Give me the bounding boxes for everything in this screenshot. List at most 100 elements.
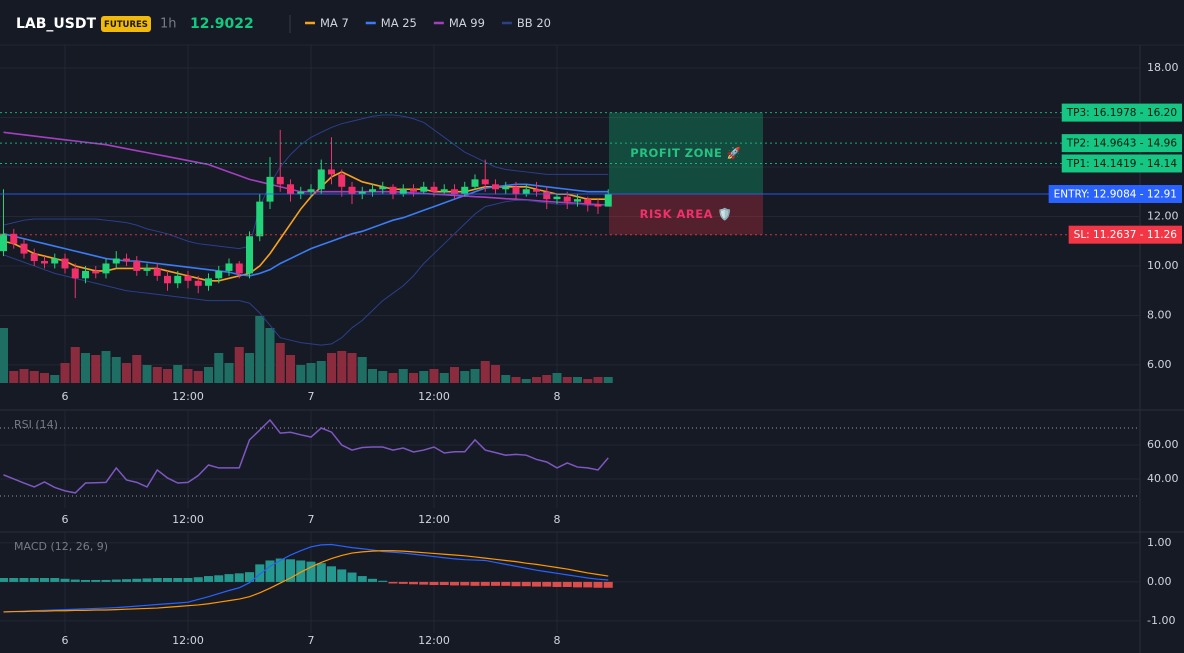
histogram-bar	[552, 581, 562, 587]
level-label-bg	[1068, 225, 1182, 244]
candle-body	[420, 186, 428, 192]
volume-bar	[316, 361, 326, 383]
histogram-bar	[593, 581, 603, 588]
y-tick-label: 40.00	[1147, 472, 1179, 485]
candle-body	[502, 186, 510, 190]
volume-bar	[491, 365, 500, 383]
legend-label: MA 7	[320, 16, 349, 30]
candle-body	[184, 275, 192, 281]
histogram-bar	[173, 578, 183, 582]
histogram-bar	[542, 581, 552, 587]
candle-body	[471, 179, 479, 187]
x-tick-label: 6	[62, 390, 69, 403]
histogram-bar	[19, 578, 29, 582]
candle-body	[543, 191, 551, 200]
histogram-bar	[224, 574, 234, 582]
candle-body	[143, 268, 151, 271]
histogram-bar	[70, 579, 80, 582]
volume-bar	[265, 328, 275, 383]
rsi-line	[3, 418, 609, 494]
histogram-bar	[81, 579, 90, 582]
histogram-bar	[265, 560, 275, 582]
candle-body	[235, 263, 243, 274]
zone	[609, 193, 763, 235]
candle-body	[410, 189, 417, 192]
volume-bar	[480, 361, 490, 383]
interval: 1h	[160, 17, 177, 32]
candle-body	[123, 258, 130, 262]
volume-bar	[142, 365, 152, 383]
volume-bar	[398, 369, 408, 383]
x-tick-label: 8	[554, 513, 561, 526]
candle-body	[112, 258, 120, 264]
volume-bar	[255, 316, 265, 383]
volume-bar	[245, 353, 254, 383]
histogram-bar	[450, 581, 459, 586]
volume-bar	[296, 365, 306, 383]
histogram-bar	[378, 580, 388, 582]
y-tick-label: 18.00	[1147, 61, 1179, 74]
histogram-bar	[480, 581, 490, 586]
volume-bar	[29, 371, 39, 383]
histogram-bar	[316, 563, 326, 582]
candle-body	[492, 184, 499, 190]
volume-bar	[521, 379, 531, 383]
badge: FUTURES	[104, 20, 148, 30]
volume-bar	[0, 328, 8, 383]
level-label-bg	[1061, 103, 1182, 122]
histogram-bar	[60, 578, 70, 582]
y-tick-label: 8.00	[1147, 308, 1172, 321]
volume-bar	[460, 371, 470, 383]
histogram-bar	[91, 579, 101, 582]
zone	[609, 112, 763, 194]
y-tick-label: 60.00	[1147, 438, 1179, 451]
volume-bar	[470, 369, 480, 383]
histogram-bar	[327, 566, 336, 582]
volume-bar	[532, 377, 541, 383]
histogram-bar	[245, 572, 254, 582]
x-tick-label: 12:00	[418, 634, 450, 647]
histogram-bar	[204, 576, 213, 582]
candle-body	[440, 189, 448, 192]
candle-body	[399, 189, 407, 195]
histogram-bar	[439, 581, 449, 586]
candle-body	[0, 233, 7, 252]
histogram-bar	[163, 578, 172, 582]
volume-bar	[91, 355, 101, 383]
histogram-bar	[409, 581, 418, 585]
candle-body	[584, 199, 592, 205]
candle-body	[102, 263, 110, 274]
volume-bar	[419, 371, 429, 383]
candle-body	[205, 278, 212, 286]
candle-body	[338, 174, 346, 187]
histogram-bar	[40, 578, 49, 582]
histogram-bar	[532, 581, 541, 587]
volume-bar	[60, 363, 70, 383]
histogram-bar	[306, 561, 316, 582]
candle-body	[604, 194, 612, 207]
x-tick-label: 8	[554, 390, 561, 403]
candle-body	[92, 270, 100, 274]
candle-body	[61, 258, 69, 269]
volume-bar	[583, 379, 593, 383]
candle-body	[307, 189, 315, 192]
volume-bar	[357, 357, 367, 383]
candle-body	[10, 233, 18, 244]
histogram-bar	[398, 581, 408, 584]
level-label-bg	[1061, 154, 1182, 173]
x-tick-label: 7	[308, 513, 315, 526]
y-tick-label: -1.00	[1147, 614, 1175, 627]
histogram-bar	[152, 578, 162, 582]
volume-bar	[368, 369, 377, 383]
volume-bar	[327, 353, 336, 383]
histogram-bar	[50, 578, 60, 582]
histogram-bar	[368, 578, 377, 582]
candle-body	[30, 253, 38, 262]
volume-bar	[429, 369, 439, 383]
candle-body	[512, 186, 520, 195]
volume-bar	[603, 377, 613, 383]
volume-bar	[70, 347, 80, 383]
volume-bar	[101, 351, 111, 383]
